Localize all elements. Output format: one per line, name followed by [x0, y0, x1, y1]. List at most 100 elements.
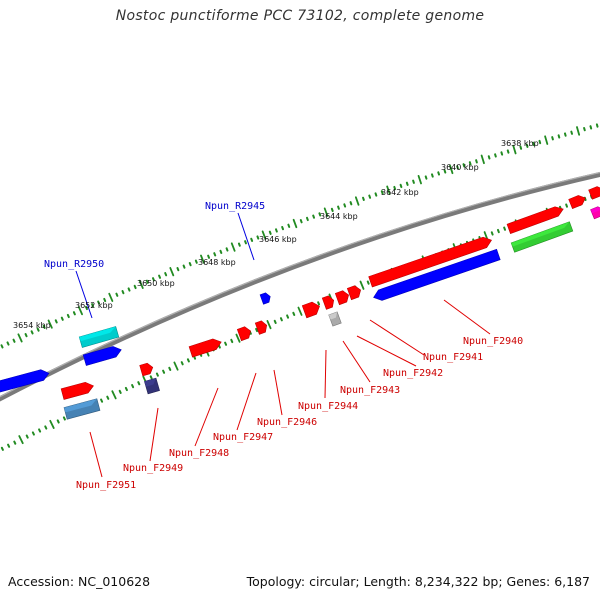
outer-ruler-minor-tick	[393, 185, 397, 191]
inner-ruler-minor-tick	[279, 317, 283, 322]
gene-feature-f2951[interactable]	[60, 381, 95, 400]
gene-feature-f2949[interactable]	[139, 362, 155, 377]
inner-ruler-minor-tick	[565, 203, 569, 208]
gene-feature-green[interactable]	[510, 221, 574, 253]
outer-ruler-minor-tick	[151, 277, 155, 282]
gene-feature-r2950-cyan[interactable]	[78, 326, 120, 348]
leader-npun-f2941	[369, 319, 425, 356]
kbp-label-3654: 3654 kbp	[13, 321, 51, 330]
gene-feature-f2944a[interactable]	[321, 295, 336, 310]
outer-ruler-major-tick	[200, 254, 205, 264]
gene-feature-3637[interactable]	[588, 185, 600, 200]
outer-ruler-minor-tick	[237, 242, 241, 247]
kbp-label-3640: 3640 kbp	[441, 163, 479, 172]
inner-ruler-minor-tick	[118, 389, 122, 394]
gene-label-npun-f2947[interactable]: Npun_F2947	[213, 432, 273, 443]
gene-label-npun-f2940[interactable]: Npun_F2940	[463, 336, 523, 347]
outer-ruler-major-tick	[386, 185, 391, 195]
gene-feature-f2948[interactable]	[188, 337, 223, 358]
gene-feature-r2945[interactable]	[259, 292, 272, 305]
outer-ruler-major-tick	[108, 292, 114, 302]
gene-label-npun-f2946[interactable]: Npun_F2946	[257, 417, 317, 428]
outer-ruler-minor-tick	[532, 141, 535, 147]
gene-label-npun-f2949[interactable]: Npun_F2949	[123, 463, 183, 474]
kbp-label-3650: 3650 kbp	[137, 279, 175, 288]
outer-ruler-major-tick	[230, 242, 236, 252]
gene-feature-magenta[interactable]	[590, 205, 600, 220]
outer-ruler-minor-tick	[475, 159, 478, 164]
outer-ruler-minor-tick	[281, 225, 285, 231]
leader-npun-f2948	[194, 387, 219, 447]
inner-ruler-minor-tick	[162, 369, 166, 374]
outer-ruler-minor-tick	[563, 132, 567, 137]
kbp-label-3642: 3642 kbp	[381, 188, 419, 197]
kbp-label-3648: 3648 kbp	[198, 258, 236, 267]
outer-ruler-minor-tick	[494, 153, 497, 158]
gene-feature-f2943-highlight	[335, 290, 349, 299]
gene-feature-f2946-highlight	[255, 320, 267, 328]
gene-feature-grey[interactable]	[328, 311, 342, 327]
gene-feature-steel-highlight	[64, 398, 97, 413]
inner-ruler-minor-tick	[137, 381, 141, 386]
outer-ruler-minor-tick	[287, 223, 291, 228]
gene-label-npun-r2945[interactable]: Npun_R2945	[205, 201, 265, 212]
outer-ruler-minor-tick	[60, 316, 64, 321]
outer-ruler-minor-tick	[194, 259, 198, 264]
gene-feature-blue-left[interactable]	[0, 368, 50, 395]
inner-ruler-minor-tick	[224, 341, 228, 346]
gene-feature-r2950-blue[interactable]	[82, 344, 123, 366]
outer-ruler-minor-tick	[337, 205, 340, 210]
outer-ruler-major-tick	[544, 135, 549, 145]
outer-ruler-major-tick	[17, 333, 23, 343]
leader-npun-f2940	[443, 299, 491, 335]
outer-ruler-minor-tick	[42, 324, 46, 329]
outer-ruler-minor-tick	[85, 305, 88, 311]
outer-ruler-minor-tick	[399, 183, 403, 189]
gene-label-npun-f2941[interactable]: Npun_F2941	[423, 352, 483, 363]
gene-feature-f2942[interactable]	[346, 284, 362, 301]
outer-ruler-minor-tick	[368, 194, 372, 199]
gene-feature-f2949-highlight	[139, 363, 153, 370]
outer-ruler-major-tick	[576, 126, 581, 136]
leader-npun-r2945	[237, 212, 255, 261]
inner-ruler-major-tick	[235, 333, 241, 343]
gene-feature-f2946[interactable]	[254, 320, 269, 335]
gene-feature-f2943[interactable]	[334, 289, 350, 306]
map-title: Nostoc punctiforme PCC 73102, complete g…	[115, 8, 485, 24]
gene-label-npun-r2950[interactable]: Npun_R2950	[44, 259, 104, 270]
outer-ruler-minor-tick	[54, 319, 58, 324]
gene-feature-f2941-r[interactable]	[372, 248, 501, 302]
gene-feature-navy[interactable]	[144, 377, 160, 395]
inner-ruler-minor-tick	[44, 425, 48, 430]
gene-label-npun-f2951[interactable]: Npun_F2951	[76, 480, 136, 491]
gene-label-npun-f2942[interactable]: Npun_F2942	[383, 368, 443, 379]
gene-feature-3638-a[interactable]	[506, 204, 565, 235]
gene-feature-f2941-r-highlight	[373, 249, 499, 298]
gene-feature-3638-b-highlight	[568, 195, 586, 204]
outer-ruler-minor-tick	[213, 252, 217, 257]
gene-feature-f2940[interactable]	[368, 235, 494, 288]
outer-ruler-major-tick	[169, 267, 175, 277]
gene-feature-f2944b[interactable]	[301, 300, 321, 319]
outer-ruler-minor-tick	[456, 165, 459, 170]
gene-label-npun-f2948[interactable]: Npun_F2948	[169, 448, 229, 459]
gene-label-npun-f2943[interactable]: Npun_F2943	[340, 385, 400, 396]
gene-feature-3638-b[interactable]	[568, 193, 588, 210]
outer-ruler-minor-tick	[487, 155, 491, 160]
outer-ruler-major-tick	[512, 144, 517, 155]
outer-ruler-major-tick	[354, 196, 360, 206]
outer-ruler-minor-tick	[318, 212, 322, 217]
inner-ruler-minor-tick	[7, 443, 11, 448]
gene-label-npun-f2944[interactable]: Npun_F2944	[298, 401, 358, 412]
gene-feature-blue-left-highlight	[0, 369, 49, 388]
inner-ruler-minor-tick	[155, 372, 159, 377]
outer-ruler-major-tick	[138, 279, 144, 289]
gene-feature-f2947[interactable]	[236, 325, 252, 342]
inner-ruler-minor-tick	[503, 226, 507, 231]
kbp-label-3652: 3652 kbp	[75, 301, 113, 310]
genome-backbone	[0, 171, 600, 402]
inner-ruler-minor-tick	[292, 311, 296, 317]
inner-ruler-minor-tick	[106, 395, 110, 400]
gene-feature-steel[interactable]	[63, 398, 101, 420]
